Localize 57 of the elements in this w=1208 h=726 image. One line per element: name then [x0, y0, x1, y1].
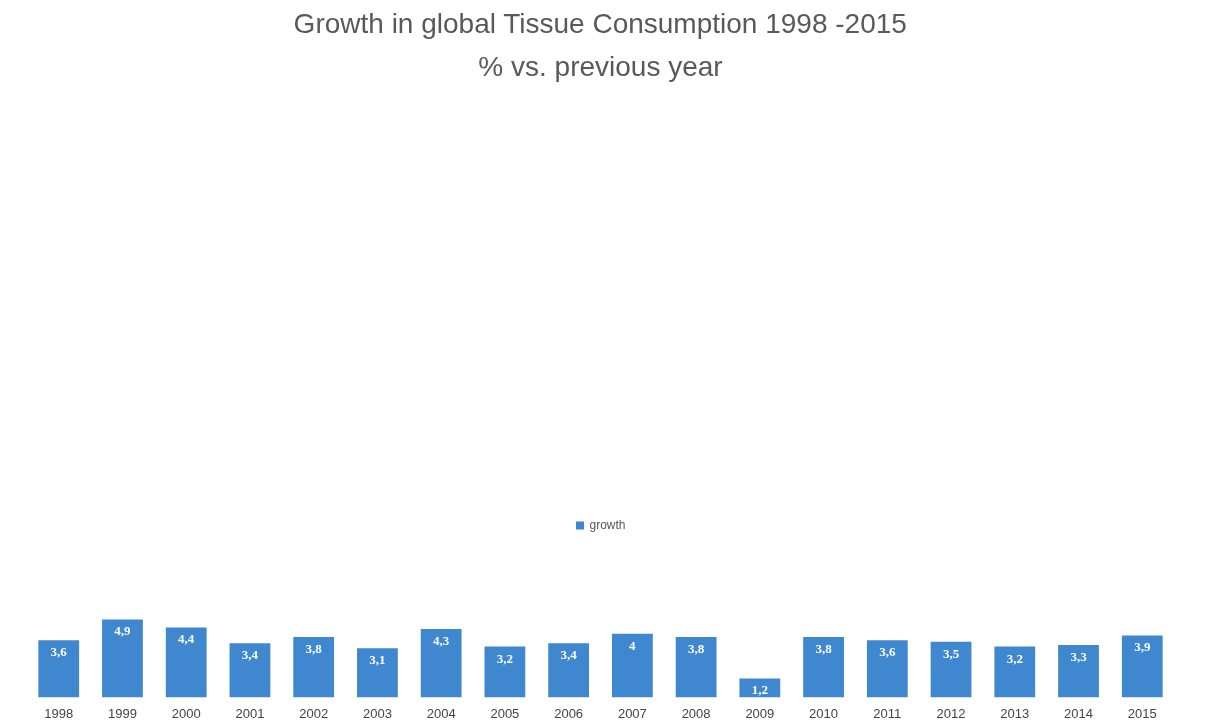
x-tick-label: 2004: [426, 705, 456, 721]
bar: [930, 641, 972, 698]
bar: [866, 640, 908, 698]
chart-subtitle: % vs. previous year: [478, 50, 723, 82]
data-label: 3,2: [1006, 650, 1023, 666]
x-tick-label: 2015: [1127, 705, 1157, 721]
data-label: 4,4: [178, 631, 195, 647]
data-label: 3,5: [942, 645, 960, 661]
data-label: 3,8: [305, 640, 323, 656]
x-tick-label: 2009: [745, 705, 775, 721]
bar: [420, 629, 462, 698]
data-label: 3,9: [1134, 639, 1151, 655]
x-tick-label: 2013: [1000, 705, 1030, 721]
data-label: 3,4: [241, 647, 259, 663]
data-label: 3,3: [1070, 648, 1088, 664]
data-label: 3,4: [560, 647, 578, 663]
x-tick-label: 1999: [108, 705, 137, 721]
x-tick-label: 2001: [235, 705, 265, 721]
data-label: 3,2: [496, 650, 514, 666]
bar: [611, 633, 653, 698]
chart-title: Growth in global Tissue Consumption 1998 -2015: [293, 7, 907, 39]
x-tick-label: 2012: [936, 705, 966, 721]
x-tick-label: 2005: [490, 705, 520, 721]
bar: [739, 678, 781, 698]
bar: [675, 636, 717, 698]
x-tick-label: 2007: [617, 705, 647, 721]
bar: [994, 646, 1036, 698]
data-label: 3,6: [50, 644, 68, 660]
bar: [293, 636, 335, 698]
bar: [357, 648, 398, 698]
x-tick-label: 2000: [171, 705, 201, 721]
bar: [484, 646, 526, 698]
legend-label: growth: [589, 518, 626, 533]
data-label: 3,6: [879, 644, 896, 660]
x-tick-label: 2006: [554, 705, 584, 721]
x-tick-label: 2014: [1064, 705, 1093, 721]
bar: [803, 636, 844, 698]
data-label: 3,8: [687, 640, 705, 656]
bar: [229, 643, 271, 698]
data-label: 3,8: [815, 640, 833, 656]
x-tick-label: 2010: [809, 705, 839, 721]
bar: [1058, 644, 1099, 698]
bar: [102, 619, 143, 698]
bar: [1121, 635, 1163, 698]
data-label: 4,3: [433, 633, 450, 649]
data-label: 4: [629, 637, 637, 653]
bar: [548, 643, 590, 698]
x-tick-label: 2003: [362, 705, 392, 721]
x-tick-label: 2008: [681, 705, 711, 721]
data-label: 1,2: [751, 682, 768, 698]
data-label: 3,1: [369, 652, 386, 668]
bar: [165, 627, 207, 698]
x-tick-label: 2011: [873, 705, 902, 721]
x-tick-label: 2002: [299, 705, 329, 721]
data-label: 4,9: [114, 623, 132, 639]
x-tick-label: 1998: [44, 705, 74, 721]
bar: [38, 640, 80, 698]
